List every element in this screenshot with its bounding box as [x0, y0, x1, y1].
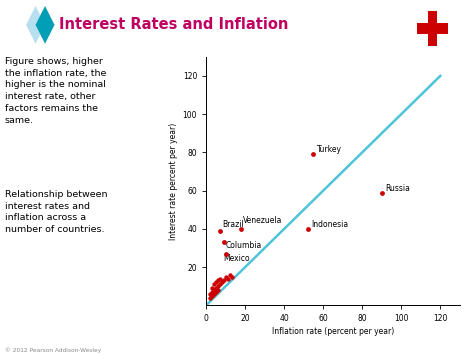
Text: Mexico: Mexico [224, 254, 250, 263]
Text: Indonesia: Indonesia [311, 220, 349, 229]
Point [214, 278, 222, 283]
Text: Brazil: Brazil [222, 220, 244, 229]
Point [224, 276, 231, 282]
Point [237, 226, 245, 232]
Point [220, 239, 228, 245]
Text: Figure shows, higher
the inflation rate, the
higher is the nominal
interest rate: Figure shows, higher the inflation rate,… [5, 57, 106, 125]
Point [212, 279, 220, 285]
Point [208, 293, 216, 299]
Text: Turkey: Turkey [318, 145, 342, 154]
Point [208, 289, 216, 295]
Point [210, 287, 218, 293]
Point [214, 287, 222, 293]
Polygon shape [36, 6, 55, 44]
Point [212, 289, 220, 295]
Point [216, 276, 224, 282]
Point [220, 278, 228, 283]
Point [226, 272, 233, 278]
Bar [428, 11, 438, 46]
Point [222, 274, 229, 279]
Text: Columbia: Columbia [226, 241, 262, 250]
Point [228, 274, 235, 279]
Point [212, 285, 220, 291]
Text: Russia: Russia [386, 184, 410, 192]
Polygon shape [26, 6, 45, 44]
Point [210, 291, 218, 297]
Point [310, 152, 317, 157]
Y-axis label: Interest rate percent per year): Interest rate percent per year) [170, 122, 179, 240]
Point [222, 251, 229, 257]
Text: Relationship between
interest rates and
inflation across a
number of countries.: Relationship between interest rates and … [5, 190, 107, 234]
Point [210, 282, 218, 287]
X-axis label: Inflation rate (percent per year): Inflation rate (percent per year) [272, 328, 394, 337]
Text: Venezuela: Venezuela [243, 216, 283, 225]
Point [206, 291, 214, 297]
Bar [417, 23, 448, 34]
Point [378, 190, 385, 195]
Point [216, 228, 224, 234]
Point [214, 283, 222, 289]
Point [304, 226, 311, 232]
Point [208, 285, 216, 291]
Point [206, 295, 214, 300]
Text: Interest Rates and Inflation: Interest Rates and Inflation [59, 17, 289, 32]
Point [218, 279, 226, 285]
Text: © 2012 Pearson Addison-Wesley: © 2012 Pearson Addison-Wesley [5, 348, 101, 353]
Point [216, 282, 224, 287]
